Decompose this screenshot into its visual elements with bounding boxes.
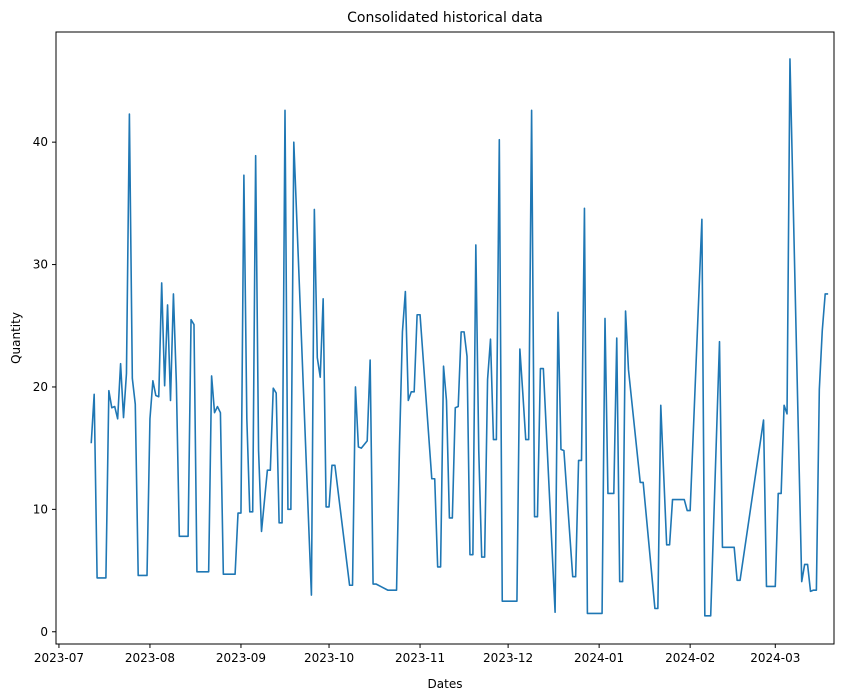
y-tick-label: 0 [40, 625, 48, 639]
x-tick-label: 2023-11 [395, 651, 445, 665]
chart-title: Consolidated historical data [347, 10, 543, 26]
y-axis-ticks: 0 10 20 30 40 [33, 135, 56, 639]
x-tick-label: 2024-02 [665, 651, 715, 665]
x-tick-label: 2023-10 [304, 651, 354, 665]
x-tick-label: 2024-03 [750, 651, 800, 665]
plot-area [55, 31, 835, 645]
y-axis-label: Quantity [9, 312, 23, 364]
x-tick-label: 2023-08 [125, 651, 175, 665]
x-tick-label: 2023-09 [216, 651, 266, 665]
x-tick-label: 2023-07 [34, 651, 84, 665]
y-tick-label: 10 [33, 502, 48, 516]
y-tick-label: 30 [33, 258, 48, 272]
x-tick-label: 2023-12 [483, 651, 533, 665]
axes-frame [55, 31, 835, 645]
y-tick-label: 40 [33, 135, 48, 149]
series-line [90, 58, 829, 617]
x-axis-ticks: 2023-07 2023-08 2023-09 2023-10 2023-11 2023-… [34, 644, 800, 665]
x-tick-label: 2024-01 [574, 651, 624, 665]
y-tick-label: 20 [33, 380, 48, 394]
x-axis-label: Dates [428, 677, 463, 691]
